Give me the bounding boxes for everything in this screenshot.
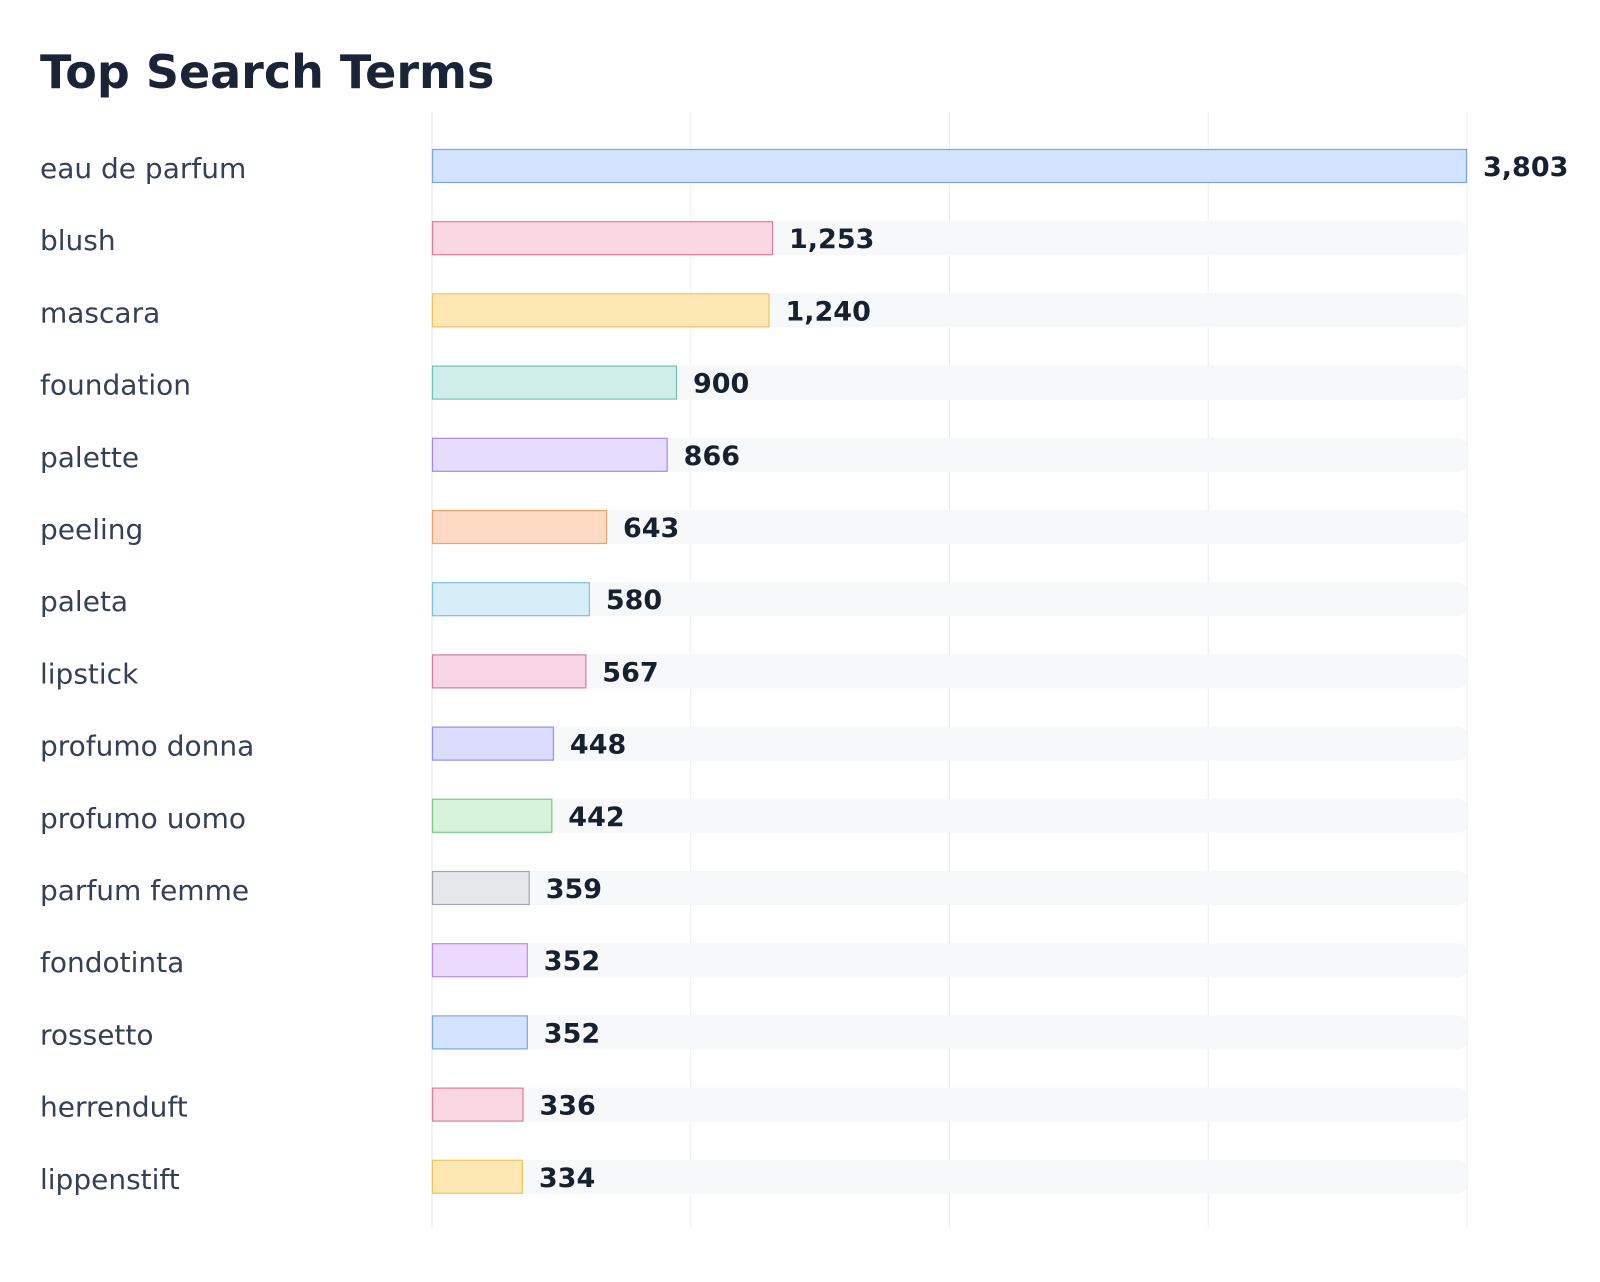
bar <box>431 365 678 400</box>
value-label: 352 <box>544 1018 600 1049</box>
value-label: 900 <box>693 369 749 400</box>
bar <box>431 148 1468 184</box>
value-label: 580 <box>606 585 662 616</box>
category-label: paleta <box>40 585 128 618</box>
bar-track <box>432 654 1467 689</box>
category-label: profumo uomo <box>40 802 246 835</box>
bar-track <box>432 1159 1467 1194</box>
value-label: 334 <box>539 1163 595 1194</box>
bar <box>431 1087 524 1122</box>
category-label: lippenstift <box>40 1163 180 1196</box>
bar-track <box>432 1015 1467 1050</box>
bar-track <box>432 726 1467 761</box>
value-label: 1,253 <box>789 224 874 255</box>
bar <box>431 726 555 761</box>
value-label: 1,240 <box>785 296 870 327</box>
bar-track <box>432 510 1467 544</box>
bar <box>431 798 553 833</box>
value-label: 567 <box>602 657 658 688</box>
value-label: 866 <box>684 441 740 472</box>
bar <box>431 1159 523 1194</box>
category-label: foundation <box>40 369 191 402</box>
bar <box>431 1015 528 1050</box>
category-label: peeling <box>40 513 143 546</box>
category-label: fondotinta <box>40 946 184 979</box>
bar-track <box>432 365 1467 400</box>
value-label: 359 <box>546 874 602 905</box>
bar <box>431 509 608 545</box>
category-label: rossetto <box>40 1018 154 1051</box>
bar <box>431 221 774 256</box>
bars <box>431 148 1468 1194</box>
bar-track <box>432 871 1467 905</box>
value-label: 352 <box>544 946 600 977</box>
category-label: blush <box>40 224 116 257</box>
labels: eau de parfum 3,803 blush 1,253 mascara 1,240… <box>40 152 1568 1196</box>
value-label: 643 <box>623 513 679 544</box>
category-label: profumo donna <box>40 730 254 763</box>
category-label: parfum femme <box>40 874 249 907</box>
chart-title: Top Search Terms <box>40 45 495 99</box>
bar <box>431 870 530 906</box>
category-label: mascara <box>40 296 160 329</box>
bar-track <box>432 437 1467 472</box>
bar-track <box>432 943 1467 978</box>
category-label: eau de parfum <box>40 152 246 185</box>
bar <box>431 943 528 978</box>
value-label: 3,803 <box>1483 152 1568 183</box>
category-label: palette <box>40 441 139 474</box>
value-label: 448 <box>570 730 626 761</box>
category-label: lipstick <box>40 657 139 690</box>
value-label: 336 <box>539 1091 595 1122</box>
category-label: herrenduft <box>40 1091 188 1124</box>
bar-track <box>432 1087 1467 1122</box>
bar <box>431 582 590 617</box>
value-label: 442 <box>568 802 624 833</box>
bar <box>431 437 668 472</box>
bar <box>431 293 770 328</box>
bar-track <box>432 582 1467 617</box>
bar <box>431 654 587 689</box>
bar-track <box>432 798 1467 833</box>
